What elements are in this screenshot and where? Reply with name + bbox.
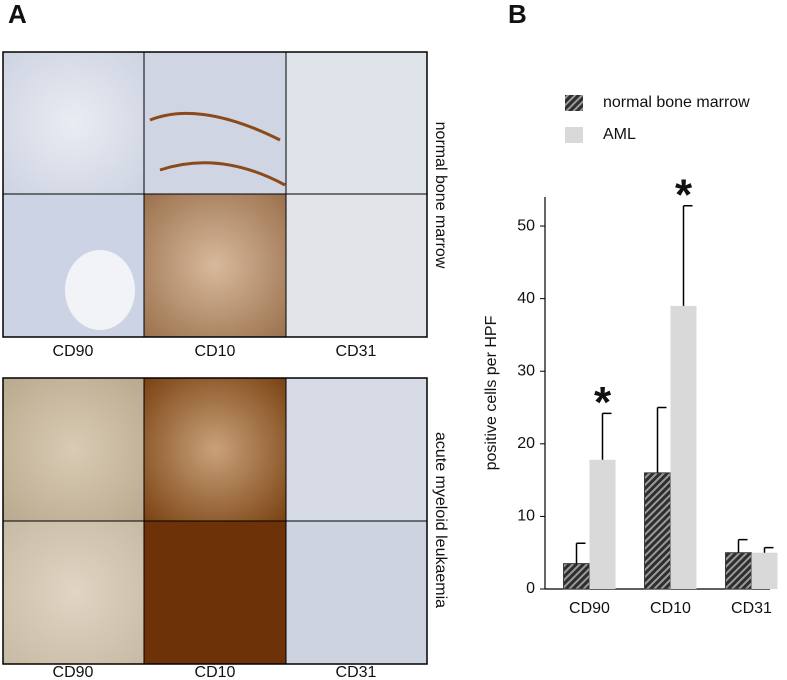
y-tick-label: 40 — [517, 290, 535, 307]
row-label: acute myeloid leukaemia — [432, 432, 449, 608]
bar — [589, 459, 616, 589]
x-tick-label: CD10 — [650, 600, 691, 617]
y-tick-label: 30 — [517, 362, 535, 379]
micrograph-grid-bottom — [2, 377, 428, 665]
error-bar — [737, 538, 748, 553]
y-tick-label: 10 — [517, 508, 535, 525]
column-label: CD10 — [195, 343, 236, 360]
annotation: * — [594, 378, 612, 427]
x-tick-label: CD90 — [569, 600, 610, 617]
y-tick-label: 50 — [517, 217, 535, 234]
column-label: CD31 — [336, 664, 377, 680]
micrograph-grid-top — [2, 51, 428, 338]
legend-label: AML — [603, 126, 636, 143]
error-bar — [575, 542, 586, 564]
bar — [563, 563, 590, 590]
bar — [644, 472, 671, 590]
bar — [751, 552, 778, 589]
y-tick-label: 20 — [517, 435, 535, 452]
y-axis-label: positive cells per HPF — [483, 315, 500, 470]
column-label: CD10 — [195, 664, 236, 680]
column-label: CD90 — [53, 664, 94, 680]
row-label: normal bone marrow — [432, 122, 449, 269]
bar — [725, 552, 752, 590]
legend-label: normal bone marrow — [603, 94, 750, 111]
legend-swatch — [565, 95, 583, 111]
panel-label: A — [8, 0, 27, 29]
bar — [670, 305, 697, 589]
column-label: CD90 — [53, 343, 94, 360]
error-bar — [656, 406, 667, 473]
error-bar — [763, 546, 774, 553]
annotation: * — [675, 170, 693, 219]
panel-label: B — [508, 0, 527, 29]
x-tick-label: CD31 — [731, 600, 772, 617]
error-bar — [682, 204, 693, 306]
legend-swatch — [565, 127, 583, 143]
error-bar — [601, 412, 612, 460]
y-tick-label: 0 — [526, 580, 535, 597]
column-label: CD31 — [336, 343, 377, 360]
